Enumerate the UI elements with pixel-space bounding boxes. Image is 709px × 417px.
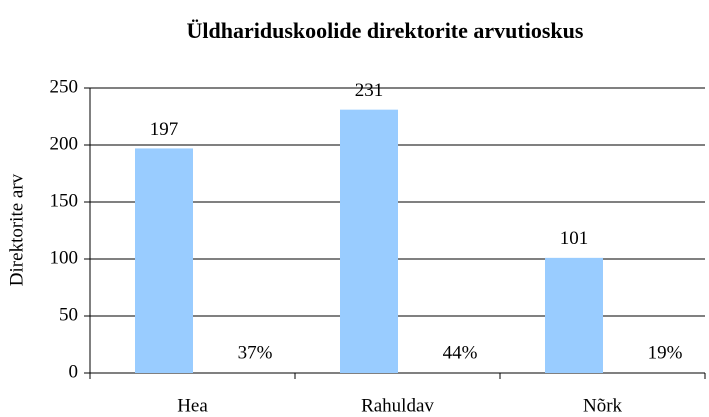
y-axis-title: Direktorite arv <box>6 173 27 286</box>
bar <box>545 257 603 373</box>
x-tick-label: Rahuldav <box>361 395 434 416</box>
annotation: 44% <box>443 342 478 363</box>
x-tick-label: Nõrk <box>583 395 623 416</box>
x-tick-label: Hea <box>177 395 208 416</box>
chart-title: Üldhariduskoolide direktorite arvutiosku… <box>187 18 584 43</box>
y-tick-label: 200 <box>50 133 79 154</box>
value-label: 197 <box>150 119 179 140</box>
value-label: 101 <box>560 228 589 249</box>
y-tick-label: 100 <box>50 247 79 268</box>
y-tick-label: 250 <box>50 76 79 97</box>
bar <box>135 148 193 373</box>
y-tick-label: 150 <box>50 190 79 211</box>
bar <box>340 109 398 373</box>
annotation: 19% <box>648 342 683 363</box>
annotation: 37% <box>238 342 273 363</box>
y-tick-label: 0 <box>69 361 79 382</box>
value-label: 231 <box>355 80 384 101</box>
y-tick-label: 50 <box>59 304 78 325</box>
